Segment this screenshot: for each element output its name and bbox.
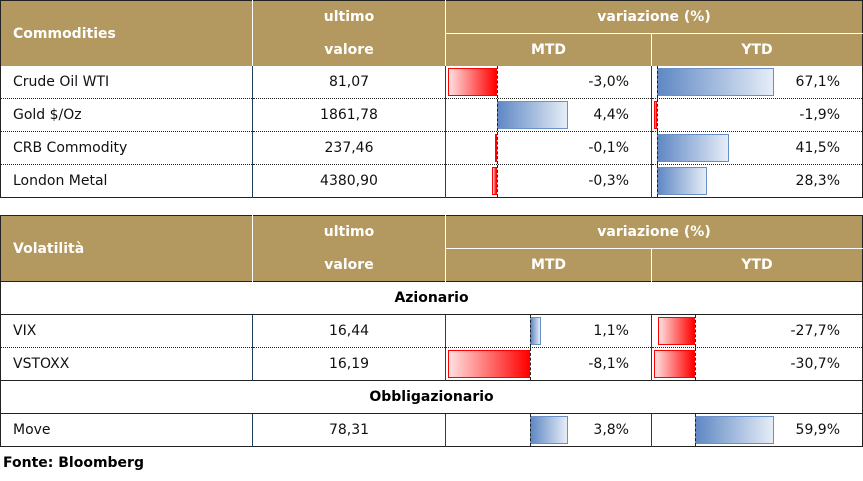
table-row: VIX 16,44 1,1% -27,7% xyxy=(1,314,863,348)
col-last-header-2: valore xyxy=(252,248,446,282)
ytd-value: -27,7% xyxy=(790,323,841,339)
section-bond: Obbligazionario xyxy=(0,380,863,414)
data-bar-axis xyxy=(657,66,659,98)
row-name: VSTOXX xyxy=(0,347,253,381)
data-bar-axis xyxy=(529,315,531,347)
negative-data-bar xyxy=(491,167,497,195)
row-name: Gold $/Oz xyxy=(0,98,253,132)
table-row: Move 78,31 3,8% 59,9% xyxy=(1,413,863,447)
mtd-value: -3,0% xyxy=(588,74,629,90)
row-last-value: 4380,90 xyxy=(252,164,446,198)
ytd-value: -30,7% xyxy=(790,356,841,372)
positive-data-bar xyxy=(694,416,774,444)
table-row: CRB Commodity 237,46 -0,1% 41,5% xyxy=(0,131,863,165)
row-mtd: -8,1% xyxy=(445,347,652,381)
data-bar-axis xyxy=(496,132,498,164)
row-mtd: -0,1% xyxy=(445,131,652,165)
data-bar-axis xyxy=(694,348,696,380)
volatility-table: Volatilità ultimo variazione (%) valore MTD… xyxy=(0,215,863,447)
mtd-value: 4,4% xyxy=(593,107,629,123)
col-last-header: ultimo xyxy=(252,0,446,34)
table-row: VSTOXX 16,19 -8,1% -30,7% xyxy=(0,347,863,381)
col-change-header: variazione (%) xyxy=(444,215,863,249)
positive-data-bar xyxy=(529,416,568,444)
negative-data-bar xyxy=(657,317,695,345)
mtd-value: -8,1% xyxy=(588,356,629,372)
positive-data-bar xyxy=(657,134,730,162)
mtd-value: -0,1% xyxy=(588,140,629,156)
section-equity: Azionario xyxy=(0,281,863,315)
positive-data-bar xyxy=(657,167,707,195)
col-last-header: ultimo xyxy=(252,215,446,249)
row-last-value: 81,07 xyxy=(252,66,446,99)
row-ytd: -1,9% xyxy=(650,98,863,132)
table-row: London Metal 4380,90 -0,3% 28,3% xyxy=(0,164,863,198)
negative-data-bar xyxy=(654,350,695,378)
row-name: London Metal xyxy=(0,164,253,198)
source-note: Fonte: Bloomberg xyxy=(3,455,144,471)
row-ytd: 67,1% xyxy=(650,66,863,99)
row-name: VIX xyxy=(13,323,37,339)
data-bar-axis xyxy=(496,66,498,98)
col-last-header-2: valore xyxy=(252,33,446,66)
table-row: Gold $/Oz 1861,78 4,4% -1,9% xyxy=(0,98,863,132)
data-bar-axis xyxy=(496,99,498,131)
col-ytd-header: YTD xyxy=(650,33,863,66)
col-mtd-header: MTD xyxy=(445,248,652,282)
data-bar-axis xyxy=(496,165,498,197)
data-bar-axis xyxy=(657,132,659,164)
negative-data-bar xyxy=(494,134,497,162)
mtd-value: -0,3% xyxy=(588,173,629,189)
row-ytd: 41,5% xyxy=(650,131,863,165)
negative-data-bar xyxy=(448,350,530,378)
ytd-value: 67,1% xyxy=(795,74,841,90)
col-ytd-header: YTD xyxy=(650,248,863,282)
row-name: CRB Commodity xyxy=(0,131,253,165)
col-mtd-header: MTD xyxy=(445,33,652,66)
row-name: Move xyxy=(13,422,51,438)
row-last-value: 16,44 xyxy=(252,314,446,348)
ytd-value: 28,3% xyxy=(795,173,841,189)
positive-data-bar xyxy=(496,101,568,129)
row-mtd: 1,1% xyxy=(445,314,652,348)
ytd-value: 41,5% xyxy=(795,140,841,156)
row-last-value: 1861,78 xyxy=(252,98,446,132)
row-ytd: -27,7% xyxy=(650,314,863,348)
commodities-table: Commodities ultimo variazione (%) valore MT… xyxy=(0,0,863,198)
row-ytd: -30,7% xyxy=(650,347,863,381)
data-bar-axis xyxy=(694,414,696,446)
mtd-value: 3,8% xyxy=(593,422,629,438)
volatility-title: Volatilità xyxy=(0,215,253,282)
negative-data-bar xyxy=(448,68,497,96)
row-mtd: -3,0% xyxy=(445,66,652,99)
data-bar-axis xyxy=(529,414,531,446)
table-row: Crude Oil WTI 81,07 -3,0% 67,1% xyxy=(1,66,863,99)
ytd-value: -1,9% xyxy=(799,107,841,123)
commodities-title: Commodities xyxy=(0,0,253,66)
data-bar-axis xyxy=(694,315,696,347)
positive-data-bar xyxy=(529,317,541,345)
negative-data-bar xyxy=(654,101,658,129)
mtd-value: 1,1% xyxy=(593,323,629,339)
row-ytd: 28,3% xyxy=(650,164,863,198)
row-mtd: 4,4% xyxy=(445,98,652,132)
row-mtd: 3,8% xyxy=(445,413,652,447)
row-ytd: 59,9% xyxy=(650,413,863,447)
data-bar-axis xyxy=(657,165,659,197)
data-bar-axis xyxy=(657,99,659,131)
row-last-value: 78,31 xyxy=(252,413,446,447)
col-change-header: variazione (%) xyxy=(444,0,863,34)
row-last-value: 16,19 xyxy=(252,347,446,381)
row-mtd: -0,3% xyxy=(445,164,652,198)
row-name: Crude Oil WTI xyxy=(13,74,110,90)
data-bar-axis xyxy=(529,348,531,380)
row-last-value: 237,46 xyxy=(252,131,446,165)
ytd-value: 59,9% xyxy=(795,422,841,438)
positive-data-bar xyxy=(657,68,774,96)
